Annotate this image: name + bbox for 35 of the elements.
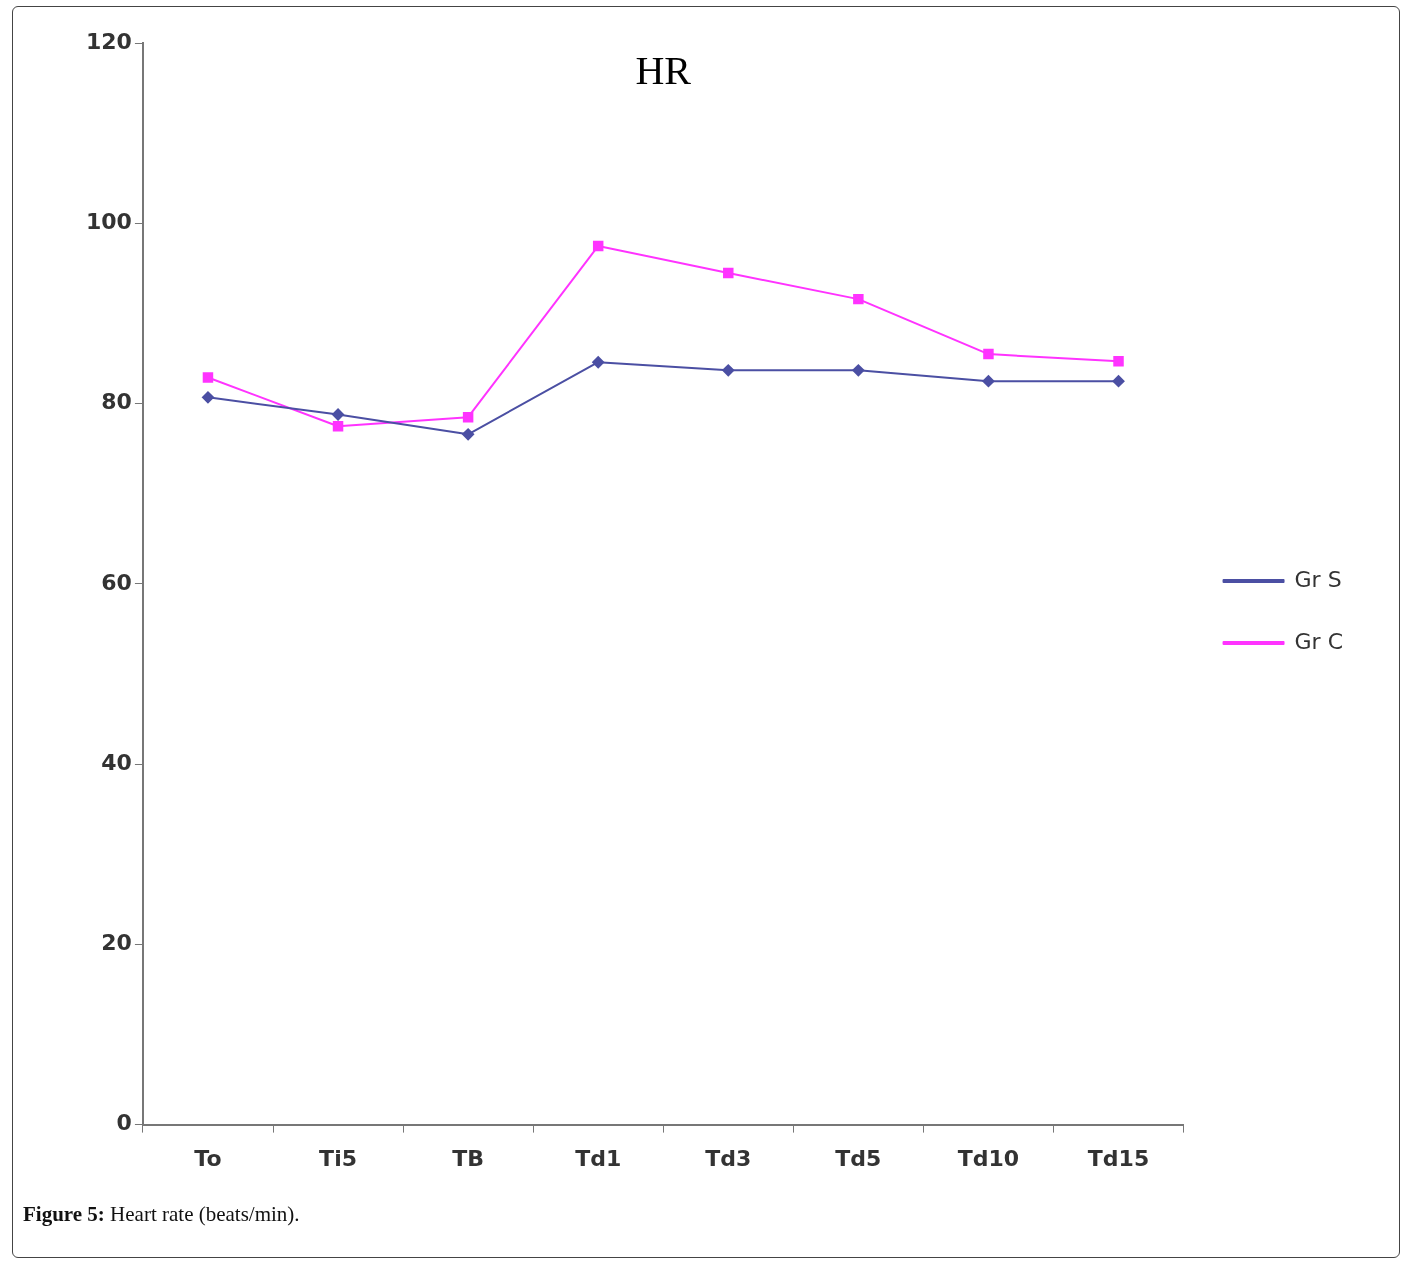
point [852,364,865,377]
chart-title: HR [635,47,692,93]
point [1112,375,1125,388]
x-tick-label: To [194,1145,222,1171]
point [723,267,734,279]
point [592,356,605,369]
x-tick-label: Td5 [835,1145,882,1171]
legend-label: Gr S [1294,566,1342,592]
x-tick-label: Td10 [957,1145,1020,1171]
point [722,364,735,377]
y-tick-label: 60 [101,569,132,595]
x-tick-label: Td3 [705,1145,752,1171]
point [332,408,345,421]
point [853,293,864,305]
y-tick-label: 80 [101,389,132,415]
point [462,428,475,441]
point [201,391,214,404]
y-tick-label: 100 [85,209,132,235]
x-tick-label: Td15 [1087,1145,1150,1171]
point [462,411,474,423]
x-tick-label: Ti5 [319,1145,357,1171]
point [982,375,995,388]
y-tick-label: 20 [101,930,132,956]
y-tick-label: 40 [101,749,132,775]
point [202,372,214,383]
point [1113,356,1124,367]
x-tick-label: Td1 [575,1145,622,1171]
legend-label: Gr C [1294,628,1344,654]
point [983,348,994,360]
caption: Figure 5: Heart rate (beats/min). [23,1202,300,1227]
point [332,420,344,432]
y-tick-label: 120 [85,28,132,54]
x-tick-label: TB [452,1145,485,1171]
point [592,240,604,252]
y-tick-label: 0 [116,1110,132,1136]
